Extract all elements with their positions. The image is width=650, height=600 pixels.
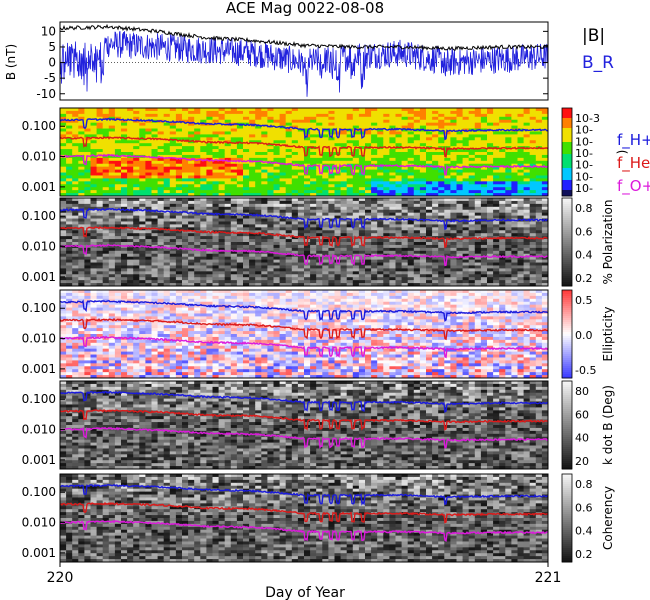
series-line-br bbox=[59, 31, 549, 97]
colorbar-label: k dot B (Deg) bbox=[601, 385, 615, 465]
x-tick-label-end: 221 bbox=[535, 570, 562, 586]
colorbar-tick-label: 0.2 bbox=[575, 272, 593, 285]
gyro-line-h bbox=[59, 299, 549, 322]
spectrogram-panel-5 bbox=[59, 474, 549, 563]
mag-panel-frame bbox=[59, 21, 549, 101]
colorbar-tick-label: 10- bbox=[575, 170, 593, 183]
colorbar-tick-label: 60 bbox=[575, 408, 589, 421]
colorbar-label: ) bbox=[615, 150, 629, 155]
chart-title: ACE Mag 0022-08-08 bbox=[226, 0, 384, 17]
freq-ytick-label: 0.010 bbox=[22, 332, 56, 346]
colorbar-3 bbox=[561, 289, 573, 379]
colorbar-tick-label: 10- bbox=[575, 147, 593, 160]
colorbar-tick-label: 0.5 bbox=[575, 294, 593, 307]
gyro-line-o bbox=[59, 243, 549, 267]
colorbar-tick-label: 10- bbox=[575, 182, 593, 195]
spectrogram-panel-4 bbox=[59, 381, 549, 470]
legend-fo: f_O+ bbox=[617, 177, 650, 196]
gyro-line-he bbox=[59, 501, 549, 524]
gyro-line-o bbox=[59, 335, 549, 359]
colorbar-tick-label: 0.2 bbox=[575, 548, 593, 561]
freq-ytick-label: 0.100 bbox=[22, 392, 56, 406]
colorbar-tick-label: 20 bbox=[575, 455, 589, 468]
freq-ytick-label: 0.010 bbox=[22, 240, 56, 254]
colorbar-tick-label: 80 bbox=[575, 385, 589, 398]
spectrogram-panel-1 bbox=[59, 108, 549, 197]
gyro-line-h bbox=[59, 117, 549, 141]
gyro-line-he bbox=[59, 409, 549, 431]
colorbar-tick-label: 0.8 bbox=[575, 478, 593, 491]
spectrogram-panel-3 bbox=[59, 290, 549, 379]
legend-br: B_R bbox=[582, 53, 614, 73]
colorbar-label: Ellipticity bbox=[601, 307, 615, 362]
gyro-line-h bbox=[59, 390, 549, 414]
panel-frame bbox=[59, 289, 549, 379]
mag-ytick-label: -10 bbox=[36, 87, 56, 101]
gyro-line-o bbox=[59, 426, 549, 449]
mag-ytick-label: 5 bbox=[48, 40, 56, 54]
legend-fhe: f_He+ bbox=[617, 154, 650, 173]
colorbar-tick-label: 0.6 bbox=[575, 501, 593, 514]
spectrogram-panel-2 bbox=[59, 198, 549, 287]
freq-ytick-label: 0.100 bbox=[22, 485, 56, 499]
panel-frame bbox=[59, 107, 549, 197]
series-line-bmag bbox=[59, 23, 549, 52]
colorbar-tick-label: 0.0 bbox=[575, 329, 593, 342]
colorbar-tick-label: 0.8 bbox=[575, 202, 593, 215]
mag-ytick-label: -5 bbox=[44, 71, 56, 85]
gyro-line-he bbox=[59, 225, 549, 249]
colorbar-tick-label: 10- bbox=[575, 124, 593, 137]
colorbar-tick-label: 40 bbox=[575, 432, 589, 445]
freq-ytick-label: 0.100 bbox=[22, 209, 56, 223]
colorbar-tick-label: 10- bbox=[575, 135, 593, 148]
colorbar-tick-label: 0.4 bbox=[575, 249, 593, 262]
colorbar-2 bbox=[561, 197, 573, 287]
colorbar-tick-label: 10- bbox=[575, 159, 593, 172]
colorbar-1 bbox=[561, 107, 573, 197]
colorbar-5 bbox=[561, 473, 573, 563]
x-axis-label: Day of Year bbox=[265, 585, 345, 600]
panel-frame bbox=[59, 473, 549, 563]
freq-ytick-label: 0.100 bbox=[22, 301, 56, 315]
legend-fh: f_H+ bbox=[617, 131, 650, 150]
colorbar-tick-label: 0.4 bbox=[575, 525, 593, 538]
colorbar-tick-label: 10-3 bbox=[575, 112, 600, 125]
colorbar-label: % Polarization bbox=[601, 200, 615, 285]
gyro-line-o bbox=[59, 153, 548, 176]
freq-ytick-label: 0.010 bbox=[22, 423, 56, 437]
colorbar-tick-label: -0.5 bbox=[575, 364, 596, 377]
mag-ytick-label: 10 bbox=[41, 24, 56, 38]
freq-ytick-label: 0.001 bbox=[22, 180, 56, 194]
freq-ytick-label: 0.001 bbox=[22, 546, 56, 560]
colorbar-label: Coherency bbox=[601, 486, 615, 550]
freq-ytick-label: 0.100 bbox=[22, 119, 56, 133]
gyro-line-he bbox=[59, 317, 549, 341]
gyro-line-h bbox=[59, 483, 549, 506]
x-tick-label-start: 220 bbox=[47, 570, 74, 586]
gyro-line-h bbox=[59, 207, 549, 231]
panel-frame bbox=[59, 380, 549, 470]
freq-ytick-label: 0.001 bbox=[22, 362, 56, 376]
colorbar-tick-label: 0.6 bbox=[575, 225, 593, 238]
panel-frame bbox=[59, 197, 549, 287]
mag-ylabel: B (nT) bbox=[4, 44, 18, 80]
colorbar-4 bbox=[561, 380, 573, 470]
gyro-line-o bbox=[60, 519, 548, 542]
freq-ytick-label: 0.001 bbox=[22, 453, 56, 467]
legend-bmag: |B| bbox=[582, 26, 605, 46]
freq-ytick-label: 0.010 bbox=[22, 150, 56, 164]
mag-ytick-label: 0 bbox=[48, 56, 56, 70]
gyro-line-he bbox=[59, 136, 549, 158]
freq-ytick-label: 0.001 bbox=[22, 270, 56, 284]
freq-ytick-label: 0.010 bbox=[22, 516, 56, 530]
plot-layer: 10 5 0-5 -10 B (nT) |B| B_R 0.100 0.010 0.001 10-3… bbox=[4, 21, 650, 567]
